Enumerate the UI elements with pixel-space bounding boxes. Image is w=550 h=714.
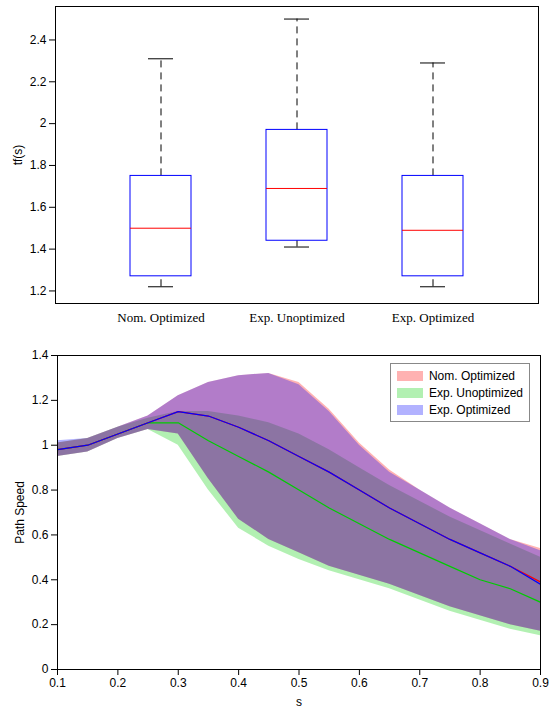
svg-text:2: 2 — [40, 116, 47, 130]
svg-text:0.1: 0.1 — [49, 676, 66, 690]
svg-text:0.8: 0.8 — [32, 483, 49, 497]
svg-text:0.5: 0.5 — [291, 676, 308, 690]
svg-text:2.2: 2.2 — [30, 75, 47, 89]
svg-text:1.4: 1.4 — [32, 348, 49, 362]
svg-text:0.4: 0.4 — [32, 573, 49, 587]
svg-text:0.2: 0.2 — [110, 676, 127, 690]
svg-text:s: s — [296, 695, 302, 709]
svg-text:1.8: 1.8 — [30, 158, 47, 172]
svg-text:0.4: 0.4 — [230, 676, 247, 690]
svg-text:1.6: 1.6 — [30, 200, 47, 214]
svg-text:0.9: 0.9 — [532, 676, 549, 690]
svg-text:Exp. Unoptimized: Exp. Unoptimized — [249, 310, 345, 325]
svg-text:Exp. Optimized: Exp. Optimized — [392, 310, 475, 325]
svg-text:1.2: 1.2 — [30, 284, 47, 298]
svg-text:0.6: 0.6 — [32, 528, 49, 542]
svg-text:0.6: 0.6 — [351, 676, 368, 690]
svg-text:0.3: 0.3 — [170, 676, 187, 690]
svg-text:0: 0 — [42, 662, 49, 676]
svg-text:1.4: 1.4 — [30, 242, 47, 256]
svg-text:Nom. Optimized: Nom. Optimized — [117, 310, 205, 325]
svg-text:Path Speed: Path Speed — [13, 481, 27, 544]
svg-text:0.8: 0.8 — [472, 676, 489, 690]
html-text:Nom. Optimized: Nom. Optimized — [429, 368, 515, 383]
html-text:Exp. Unoptimized: Exp. Unoptimized — [429, 385, 523, 400]
svg-text:1: 1 — [42, 438, 49, 452]
html-text:Exp. Optimized: Exp. Optimized — [429, 402, 511, 417]
svg-text:0.7: 0.7 — [411, 676, 428, 690]
svg-text:0.2: 0.2 — [32, 617, 49, 631]
svg-text:1.2: 1.2 — [32, 393, 49, 407]
svg-text:2.4: 2.4 — [30, 33, 47, 47]
svg-text:tf(s): tf(s) — [11, 145, 25, 166]
